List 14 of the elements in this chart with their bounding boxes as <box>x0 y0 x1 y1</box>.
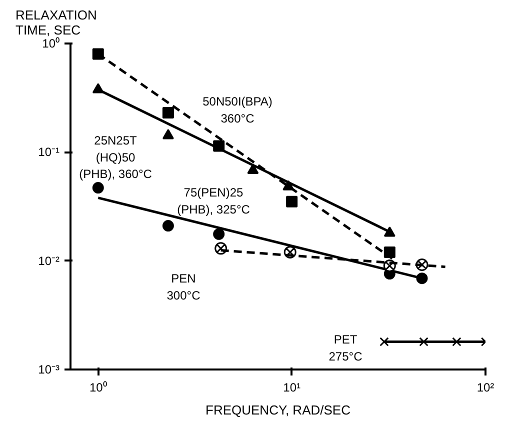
annotation: 25N25T (HQ)50 (PHB), 360°C <box>79 134 152 182</box>
x-tick-label: 10⁰ <box>89 380 107 394</box>
x-axis-title: FREQUENCY, RAD/SEC <box>206 402 350 418</box>
y-tick-label: 10⁻² <box>38 254 60 268</box>
annotation: PEN 300°C <box>166 272 201 302</box>
annotation: PET 275°C <box>328 332 363 364</box>
annotation: 75(PEN)25 (PHB), 325°C <box>177 186 250 216</box>
y-tick-label: 10⁻¹ <box>38 145 60 160</box>
y-tick-label: 10⁻³ <box>38 362 60 376</box>
x-tick-label: 10² <box>476 380 494 394</box>
annotation: 50N50I(BPA) 360°C <box>202 94 272 126</box>
x-tick-label: 10¹ <box>283 380 300 394</box>
y-tick-label: 10⁰ <box>42 36 60 50</box>
y-axis-title: RELAXATION TIME, SEC <box>16 8 97 38</box>
